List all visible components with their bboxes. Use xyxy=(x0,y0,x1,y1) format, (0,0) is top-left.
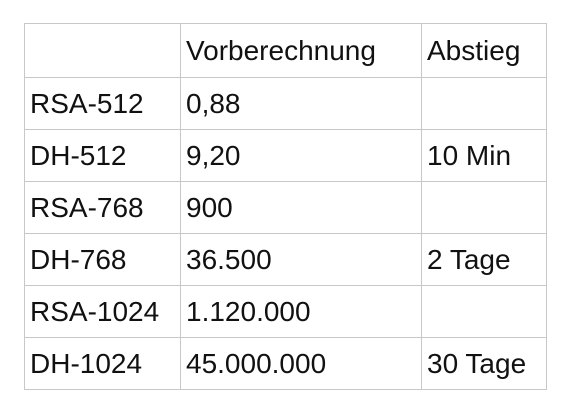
table-header-row: Vorberechnung Abstieg xyxy=(24,23,547,78)
vorberechnung-cell: 1.120.000 xyxy=(180,285,422,338)
table-row: RSA-512 0,88 xyxy=(24,77,547,130)
abstieg-cell xyxy=(421,285,547,338)
table-row: RSA-768 900 xyxy=(24,181,547,234)
row-label-cell: DH-512 xyxy=(24,129,181,182)
header-cell-abstieg: Abstieg xyxy=(421,23,547,78)
vorberechnung-cell: 9,20 xyxy=(180,129,422,182)
abstieg-cell xyxy=(421,181,547,234)
comparison-table-container: Vorberechnung Abstieg RSA-512 0,88 DH-51… xyxy=(24,23,547,390)
abstieg-cell xyxy=(421,77,547,130)
vorberechnung-cell: 36.500 xyxy=(180,233,422,286)
header-cell-vorberechnung: Vorberechnung xyxy=(180,23,422,78)
abstieg-cell: 2 Tage xyxy=(421,233,547,286)
table-row: RSA-1024 1.120.000 xyxy=(24,285,547,338)
row-label-cell: RSA-1024 xyxy=(24,285,181,338)
table-row: DH-1024 45.000.000 30 Tage xyxy=(24,337,547,390)
table-row: DH-512 9,20 10 Min xyxy=(24,129,547,182)
row-label-cell: RSA-512 xyxy=(24,77,181,130)
vorberechnung-cell: 900 xyxy=(180,181,422,234)
table-row: DH-768 36.500 2 Tage xyxy=(24,233,547,286)
abstieg-cell: 30 Tage xyxy=(421,337,547,390)
row-label-cell: DH-1024 xyxy=(24,337,181,390)
header-cell-empty xyxy=(24,23,181,78)
vorberechnung-cell: 45.000.000 xyxy=(180,337,422,390)
comparison-table: Vorberechnung Abstieg RSA-512 0,88 DH-51… xyxy=(24,23,547,390)
abstieg-cell: 10 Min xyxy=(421,129,547,182)
row-label-cell: RSA-768 xyxy=(24,181,181,234)
row-label-cell: DH-768 xyxy=(24,233,181,286)
vorberechnung-cell: 0,88 xyxy=(180,77,422,130)
